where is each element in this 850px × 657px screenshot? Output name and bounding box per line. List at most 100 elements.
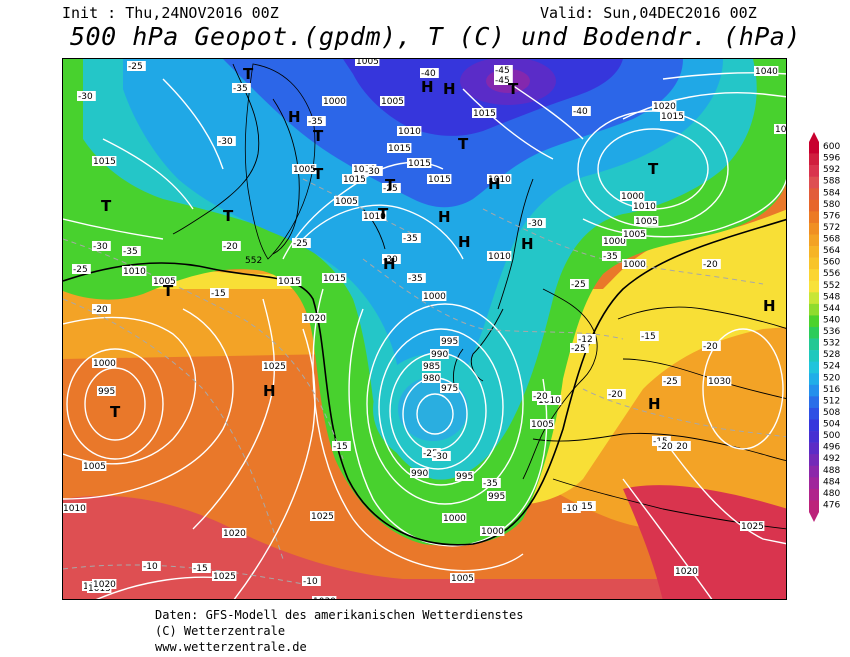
isobar-label: 1005 [451,574,474,584]
temperature-labels: -25-30-35-35-40 -45-45-40-35-30-25-30-35-… [72,61,721,587]
isobar-label-bg [387,143,412,153]
legend-value: 588 [823,177,840,187]
isobar-label: 995 [98,387,115,397]
legend-value: 500 [823,431,840,441]
legend-swatch [809,454,819,467]
isotherm-label-bg [142,561,161,571]
isobar-label-bg [122,266,147,276]
isobar-label: 1000 [423,292,446,302]
isobar-label-bg [212,571,237,581]
isotherm-label-bg [92,304,111,314]
isobar-label-bg [355,59,380,66]
high-pressure-marker: H [438,208,451,226]
legend-swatch [809,442,819,455]
legend-swatch [809,165,819,177]
isobar-label: 1000 [323,97,346,107]
footer-source: Daten: GFS-Modell des amerikanischen Wet… [155,608,524,622]
isotherm-label: -15 [193,564,208,574]
isotherm-label: -20 [223,242,238,252]
low-pressure-marker: T [223,207,234,225]
legend-value: 572 [823,223,840,233]
isotherm-label-bg [72,264,91,274]
isotherm-label: -10 [143,562,158,572]
legend-swatch [809,465,819,478]
high-pressure-marker: H [488,175,501,193]
isobar-label-bg [397,126,422,136]
isotherm-label-bg [77,91,96,101]
isotherm-label-bg [657,441,676,451]
isobar-label: 1000 [603,237,626,247]
isobar-label: 1030 [775,125,787,135]
isotherm-label-bg [122,246,141,256]
isotherm-label-bg [577,501,596,511]
isotherm-label: -30 [383,255,398,265]
isobar-label: 1005 [531,420,554,430]
isobar-label-bg [342,174,367,184]
isobar-label-bg [660,111,685,121]
footer-website[interactable]: www.wetterzentrale.de [155,640,307,654]
low-pressure-marker: T [313,165,324,183]
isotherm-label-bg [570,279,589,289]
legend-value: 524 [823,362,840,372]
high-pressure-marker: H [458,233,471,251]
isobar-label: 1015 [473,109,496,119]
legend-value: 548 [823,292,840,302]
legend-value: 564 [823,246,840,256]
isobar-label: 1020 [93,580,116,590]
isotherm-label-bg [302,576,321,586]
isotherm-label: -15 [333,442,348,452]
isotherm-label: -25 [571,344,586,354]
isotherm-label-bg [192,563,211,573]
isobar-label: 1040 [755,67,778,77]
field-lightblue [123,59,723,410]
isobar-label: 1025 [741,522,764,532]
low-pressure-marker: T [101,197,112,215]
isobar-label: 1005 [153,277,176,287]
isobar-label-bg [312,596,337,599]
map-title: 500 hPa Geopot.(gpdm), T (C) und Bodendr… [70,22,801,51]
isotherm-label: -20 [703,342,718,352]
isobar-label-bg [322,96,347,106]
isobar-label-bg [652,101,677,111]
isobar-label-bg [427,174,452,184]
isobar-label-bg [82,461,107,471]
isobar-label: 1010 [398,127,421,137]
isotherm-label: -15 [211,289,226,299]
isobar-label: 1010 [488,175,511,185]
isobar-label-bg [480,526,505,536]
isobar-label-bg [422,373,441,383]
isotherm-label-bg [210,288,229,298]
isobar-label-bg [63,503,87,513]
isotherm-label-bg [482,478,501,488]
isotherm-label: -30 [78,92,93,102]
isobar-label: 990 [411,469,428,479]
isobar-label: 1015 [278,277,301,287]
isotherm-label-bg [672,441,691,451]
isobar-label: 1015 [343,175,366,185]
isobar-label-bg [440,383,459,393]
isobar-label-bg [440,336,459,346]
low-pressure-marker: T [110,403,121,421]
isotherm-label: -25 [128,62,143,72]
isobar-label-bg [407,158,432,168]
isotherm-label-bg [232,83,251,93]
high-pressure-marker: H [763,297,776,315]
isobar-label: 1020 [653,102,676,112]
isobar-label-bg [430,349,449,359]
isobar-label: 1025 [213,572,236,582]
isotherm-label: -25 [73,265,88,275]
isobar-label: 1020 [303,314,326,324]
isotherm-label-bg [432,451,451,461]
isotherm-label-bg [127,61,146,71]
isobar-label-bg [634,216,659,226]
legend-value: 496 [823,443,840,453]
legend-value: 504 [823,420,840,430]
legend-value: 520 [823,373,840,383]
legend-swatch [809,373,819,386]
legend-value: 476 [823,500,840,510]
isobar-label-bg [602,236,627,246]
legend-swatch [809,327,819,339]
field-red [63,495,786,599]
isobar-label: 1010 [633,202,656,212]
isobar-label-bg [622,229,647,239]
